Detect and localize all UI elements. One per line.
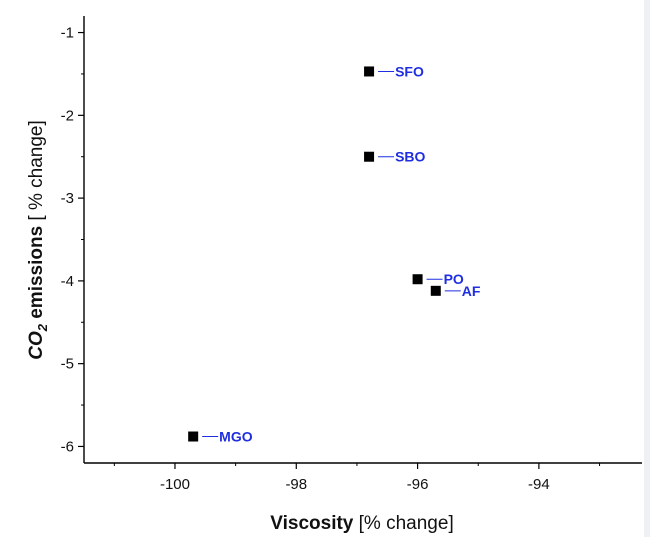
x-axis-title-bold: Viscosity bbox=[270, 513, 354, 534]
point-label: PO bbox=[444, 271, 464, 287]
y-axis-title: CO2 emissions [ % change] bbox=[26, 120, 50, 360]
data-point bbox=[188, 431, 199, 442]
y-axis-title-co: CO bbox=[26, 331, 47, 360]
y-tick-label: -1 bbox=[61, 25, 74, 42]
point-label: SFO bbox=[395, 63, 424, 79]
x-tick-label: -100 bbox=[160, 476, 190, 493]
x-tick-label: -94 bbox=[528, 476, 550, 493]
point-label: AF bbox=[462, 283, 481, 299]
data-point bbox=[364, 151, 375, 162]
data-point bbox=[412, 274, 423, 285]
tick-layer: -1 -2 -3 -4 -5 -6 -100 -98 -96 -94 bbox=[61, 25, 601, 493]
data-point bbox=[430, 285, 441, 296]
data-point bbox=[364, 66, 375, 77]
point-label: MGO bbox=[219, 429, 253, 445]
y-tick-label: -3 bbox=[61, 190, 74, 207]
y-axis-title-subscript: 2 bbox=[35, 323, 50, 332]
x-tick-label: -98 bbox=[285, 476, 307, 493]
plot-frame bbox=[83, 16, 642, 464]
x-axis-title-rest: [% change] bbox=[353, 513, 453, 534]
y-axis-title-rest: [ % change] bbox=[26, 120, 47, 226]
x-tick-label: -96 bbox=[407, 476, 429, 493]
x-axis-title: Viscosity [% change] bbox=[270, 513, 453, 534]
y-axis-title-bold: emissions bbox=[26, 226, 47, 324]
y-tick-label: -5 bbox=[61, 356, 74, 373]
point-label: SBO bbox=[395, 149, 425, 165]
y-tick-label: -2 bbox=[61, 107, 74, 124]
y-tick-label: -4 bbox=[61, 273, 74, 290]
y-tick-label: -6 bbox=[61, 438, 74, 455]
